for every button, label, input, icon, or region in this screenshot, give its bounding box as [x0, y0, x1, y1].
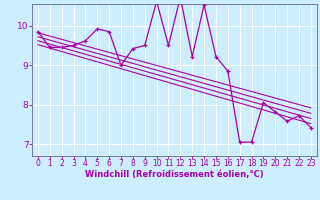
- X-axis label: Windchill (Refroidissement éolien,°C): Windchill (Refroidissement éolien,°C): [85, 170, 264, 179]
